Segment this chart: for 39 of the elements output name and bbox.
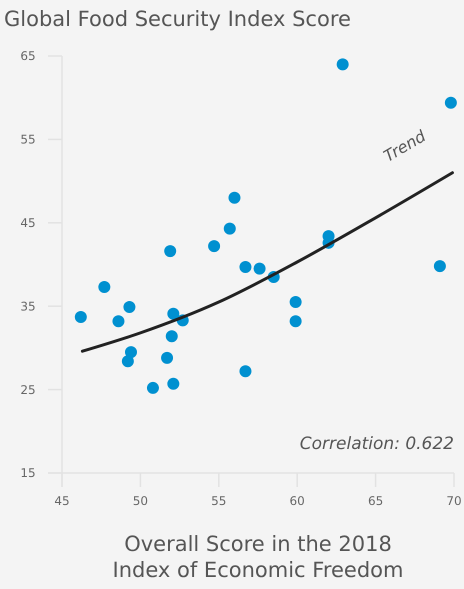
x-tick-label: 60 (290, 494, 305, 508)
point (166, 330, 178, 342)
x-tick-label: 70 (446, 494, 462, 508)
chart-title: Global Food Security Index Score (4, 7, 351, 31)
point (167, 308, 180, 320)
y-tick-label: 45 (20, 216, 36, 230)
point (112, 315, 124, 328)
point (290, 296, 302, 308)
point (224, 222, 236, 235)
y-tick-label: 25 (20, 382, 36, 397)
point (228, 192, 240, 204)
point (167, 378, 180, 390)
x-tick-label: 65 (368, 494, 384, 508)
point (98, 281, 110, 294)
point (123, 301, 136, 314)
point (208, 240, 220, 252)
point (124, 346, 137, 358)
x-tick-label: 55 (211, 494, 226, 508)
x-tick-label: 50 (132, 494, 148, 508)
point (161, 352, 174, 364)
point (164, 245, 176, 258)
point (74, 311, 87, 324)
x-tick-label: 45 (54, 494, 70, 508)
point (239, 261, 252, 273)
annotation: Correlation: 0.622 (300, 434, 454, 454)
y-tick-label: 35 (20, 299, 36, 314)
point (434, 260, 446, 272)
point (239, 365, 252, 378)
point (290, 315, 302, 328)
line-series (80, 171, 454, 353)
y-tick-label: 65 (20, 49, 36, 64)
point (122, 355, 134, 368)
point (254, 262, 266, 275)
point (146, 382, 159, 394)
point (444, 96, 457, 109)
y-tick-label: 15 (20, 466, 36, 480)
y-tick-label: 55 (20, 132, 36, 147)
point (336, 58, 349, 70)
x-axis-title: Overall Score in the 2018 Index of Economic Freedom (112, 532, 404, 582)
